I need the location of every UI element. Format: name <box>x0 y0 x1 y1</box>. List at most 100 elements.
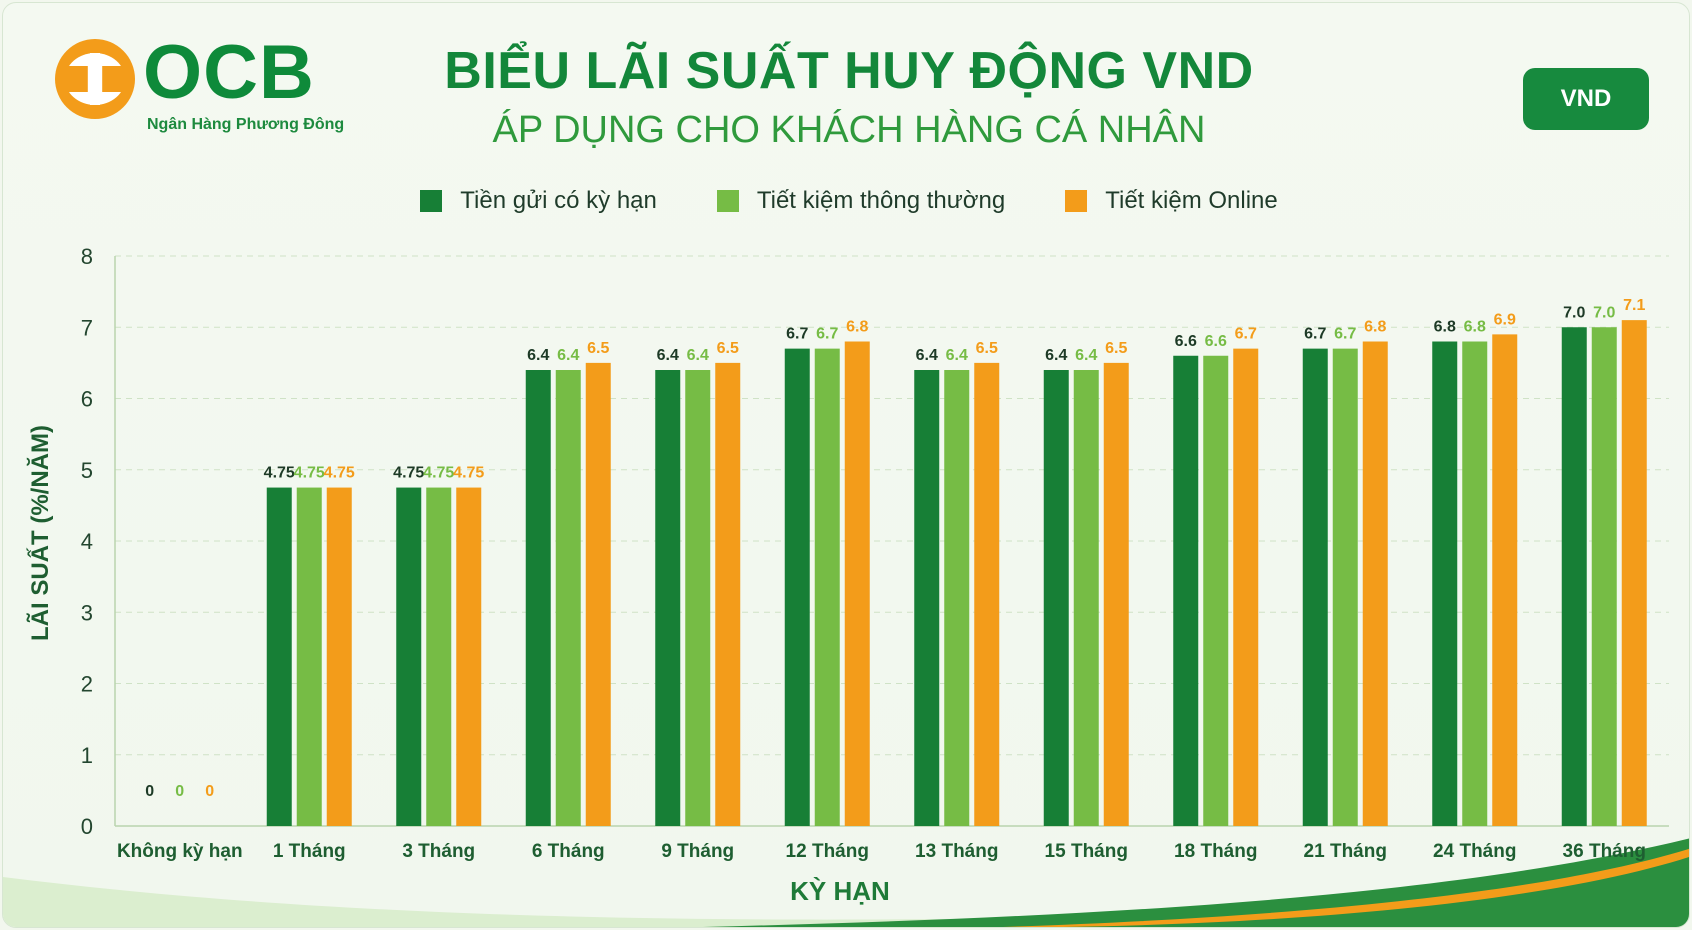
data-label: 6.4 <box>1075 347 1097 364</box>
data-label: 7.0 <box>1593 304 1615 321</box>
x-tick-label: 36 Tháng <box>1563 841 1646 862</box>
data-label: 6.5 <box>587 340 609 357</box>
data-label: 4.75 <box>423 465 454 482</box>
bar <box>814 348 840 826</box>
data-label: 6.4 <box>527 347 549 364</box>
y-tick-label: 5 <box>81 458 93 483</box>
x-tick-label: 13 Tháng <box>915 841 998 862</box>
legend-label: Tiết kiệm Online <box>1105 187 1278 214</box>
bar <box>715 362 741 826</box>
data-label: 6.7 <box>786 326 808 343</box>
data-label: 4.75 <box>324 465 355 482</box>
bar <box>326 487 352 826</box>
data-label: 6.8 <box>1364 319 1386 336</box>
bar <box>1233 348 1259 826</box>
legend-item-series-1: Tiền gửi có kỳ hạn <box>420 187 657 215</box>
data-label: 6.8 <box>1464 319 1486 336</box>
x-tick-label: 9 Tháng <box>661 841 734 862</box>
data-label: 6.5 <box>1105 340 1127 357</box>
currency-badge[interactable]: VND <box>1523 68 1649 130</box>
x-tick-label: 24 Tháng <box>1433 841 1516 862</box>
y-tick-label: 1 <box>81 743 93 768</box>
x-tick-label: 12 Tháng <box>786 841 869 862</box>
bar <box>1591 327 1617 826</box>
bar <box>1621 320 1647 826</box>
data-label: 6.6 <box>1175 333 1197 350</box>
y-tick-label: 0 <box>81 814 93 839</box>
bar <box>1362 341 1388 826</box>
bar <box>1173 355 1199 826</box>
data-label: 0 <box>205 783 214 800</box>
data-label: 6.6 <box>1205 333 1227 350</box>
bar <box>1203 355 1229 826</box>
brand-name: OCB <box>143 30 315 115</box>
y-tick-label: 8 <box>81 244 93 269</box>
bar <box>266 487 292 826</box>
legend-swatch <box>1065 190 1088 212</box>
bar <box>426 487 452 826</box>
bar <box>456 487 482 826</box>
legend-label: Tiền gửi có kỳ hạn <box>460 187 657 214</box>
bar <box>784 348 810 826</box>
legend-label: Tiết kiệm thông thường <box>756 187 1006 214</box>
data-label: 6.4 <box>687 347 709 364</box>
legend-swatch <box>716 190 739 212</box>
data-label: 0 <box>145 783 154 800</box>
x-tick-label: 3 Tháng <box>402 841 475 862</box>
bar <box>1332 348 1358 826</box>
data-label: 6.4 <box>946 347 968 364</box>
legend-item-series-3: Tiết kiệm Online <box>1065 187 1278 215</box>
data-label: 6.4 <box>916 347 938 364</box>
data-label: 4.75 <box>264 465 295 482</box>
legend-swatch <box>420 190 443 212</box>
y-tick-label: 4 <box>81 529 93 554</box>
data-label: 6.8 <box>1434 319 1456 336</box>
x-tick-label: 1 Tháng <box>273 841 346 862</box>
data-label: 6.5 <box>976 340 998 357</box>
page-title: BIỂU LÃI SUẤT HUY ĐỘNG VND <box>444 42 1254 100</box>
bar <box>844 341 870 826</box>
x-tick-label: 18 Tháng <box>1174 841 1257 862</box>
x-tick-label: 15 Tháng <box>1045 841 1128 862</box>
x-axis-title: KỲ HẠN <box>790 876 890 906</box>
bar <box>1302 348 1328 826</box>
data-label: 0 <box>175 783 184 800</box>
ocb-logo-icon <box>55 39 135 119</box>
data-label: 7.0 <box>1563 304 1585 321</box>
bar <box>914 370 940 826</box>
y-tick-label: 2 <box>81 672 93 697</box>
footer-wave-decoration <box>3 838 1689 927</box>
bar <box>296 487 322 826</box>
bar <box>1043 370 1069 826</box>
data-label: 6.4 <box>657 347 679 364</box>
data-label: 6.7 <box>1334 326 1356 343</box>
data-label: 6.7 <box>816 326 838 343</box>
bar <box>944 370 970 826</box>
bar <box>1432 341 1458 826</box>
y-tick-label: 3 <box>81 600 93 625</box>
bar <box>1492 334 1518 826</box>
bar <box>396 487 422 826</box>
bar <box>525 370 551 826</box>
page-subtitle: ÁP DỤNG CHO KHÁCH HÀNG CÁ NHÂN <box>492 109 1206 151</box>
data-label: 6.7 <box>1304 326 1326 343</box>
data-label: 6.7 <box>1235 326 1257 343</box>
brand-tagline: Ngân Hàng Phương Đông <box>147 116 345 133</box>
chart-legend: Tiền gửi có kỳ hạn Tiết kiệm thông thườn… <box>3 187 1689 215</box>
x-tick-label: 21 Tháng <box>1304 841 1387 862</box>
x-tick-label: Không kỳ hạn <box>117 841 243 862</box>
bar <box>1561 327 1587 826</box>
bar <box>1462 341 1488 826</box>
y-axis-title: LÃI SUẤT (%/NĂM) <box>26 425 54 641</box>
data-label: 7.1 <box>1623 297 1645 314</box>
bar <box>585 362 611 826</box>
x-tick-label: 6 Tháng <box>532 841 605 862</box>
data-label: 6.5 <box>717 340 739 357</box>
bar <box>555 370 581 826</box>
y-tick-label: 6 <box>81 387 93 412</box>
legend-item-series-2: Tiết kiệm thông thường <box>716 187 1006 215</box>
bar <box>974 362 1000 826</box>
bar <box>1103 362 1129 826</box>
